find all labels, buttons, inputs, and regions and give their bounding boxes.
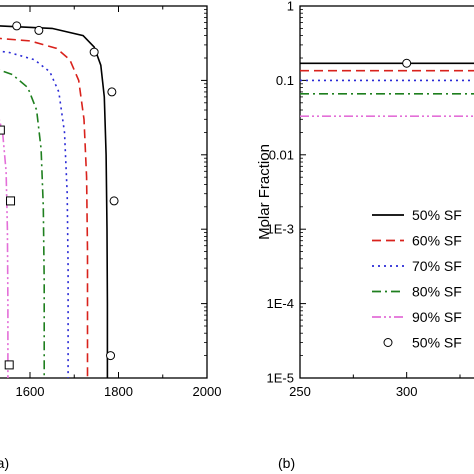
y-tick-label: 1E-5 [267, 371, 294, 386]
panel-a-frame [0, 5, 208, 379]
y-tick-label: 1E-4 [267, 296, 294, 311]
y-tick-label: 0.01 [269, 147, 294, 162]
y-tick-label: 0.1 [276, 73, 294, 88]
series-line-80sf [0, 69, 45, 378]
legend-label: 50% SF [412, 207, 462, 223]
legend-label: 50% SF [412, 335, 462, 351]
legend-item: 50% SF [383, 335, 462, 351]
legend: 50% SF 60% SF 70% SF 80% SF 90% SF 50% SF [372, 207, 462, 351]
series-line-60sf [0, 37, 89, 378]
data-point-circle [34, 25, 44, 35]
legend-item: 80% SF [372, 284, 462, 300]
legend-marker [383, 338, 393, 347]
y-tick-label: 1E-3 [267, 222, 294, 237]
legend-label: 60% SF [412, 233, 462, 249]
data-point-circle [89, 47, 99, 57]
legend-label: 70% SF [412, 258, 462, 274]
legend-item: 60% SF [372, 233, 462, 249]
legend-item: 50% SF [372, 207, 462, 223]
data-point-circle [106, 351, 116, 361]
series-line-70sf [0, 50, 69, 378]
legend-item: 90% SF [372, 309, 462, 325]
y-tick-label: 1 [287, 0, 294, 14]
x-tick-label: 2000 [193, 384, 222, 399]
legend-item: 70% SF [372, 258, 462, 274]
series-line-90sf [0, 119, 9, 378]
x-tick-label: 250 [289, 384, 311, 399]
x-tick-label: 300 [396, 384, 418, 399]
data-point-circle [402, 58, 412, 68]
data-point-circle [107, 87, 117, 97]
data-point-square [6, 196, 16, 206]
series-line-50sf [0, 25, 109, 378]
x-tick-label: 1800 [104, 384, 133, 399]
x-tick-label: 1600 [16, 384, 45, 399]
data-point-square [0, 125, 5, 135]
legend-label: 80% SF [412, 284, 462, 300]
y-axis-label: Molar Fraction [256, 144, 273, 240]
panel-a-label: (a) [0, 455, 9, 471]
data-point-circle [109, 196, 119, 206]
panel-b-label: (b) [278, 455, 295, 471]
data-point-square [4, 360, 14, 370]
panel-a: 1400160018002000 (a) [0, 5, 222, 471]
legend-label: 90% SF [412, 309, 462, 325]
data-point-circle [12, 21, 22, 31]
